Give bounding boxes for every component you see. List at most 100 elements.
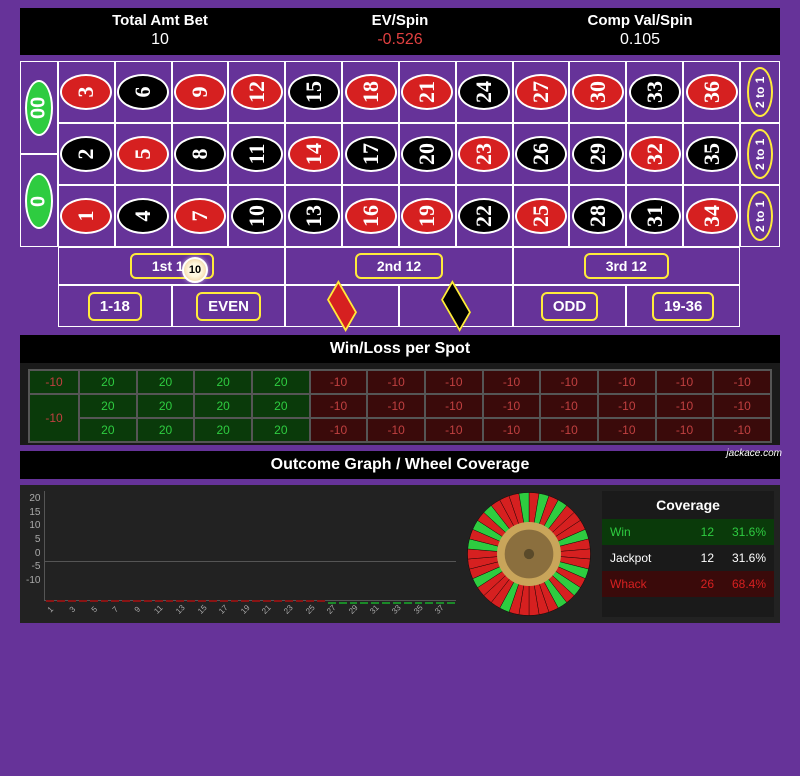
bet-number-11[interactable]: 11 bbox=[228, 123, 285, 185]
bet-number-35[interactable]: 35 bbox=[683, 123, 740, 185]
number-label: 10 bbox=[231, 198, 283, 234]
number-label: 26 bbox=[515, 136, 567, 172]
bet-number-26[interactable]: 26 bbox=[513, 123, 570, 185]
bet-label: ODD bbox=[541, 292, 598, 321]
coverage-table: Coverage Win1231.6%Jackpot1231.6%Whack26… bbox=[602, 491, 774, 617]
wl-cell: 20 bbox=[79, 418, 137, 442]
wl-cell: -10 bbox=[425, 418, 483, 442]
bet-number-4[interactable]: 4 bbox=[115, 185, 172, 247]
bet-number-1[interactable]: 1 bbox=[58, 185, 115, 247]
bet-number-9[interactable]: 9 bbox=[172, 61, 229, 123]
number-label: 21 bbox=[401, 74, 453, 110]
number-label: 13 bbox=[288, 198, 340, 234]
bet-number-20[interactable]: 20 bbox=[399, 123, 456, 185]
bet-dozen-2[interactable]: 2nd 12 bbox=[285, 247, 512, 285]
bet-red[interactable] bbox=[285, 285, 399, 327]
bet-odd[interactable]: ODD bbox=[513, 285, 627, 327]
bet-number-28[interactable]: 28 bbox=[569, 185, 626, 247]
wl-cell: 20 bbox=[137, 418, 195, 442]
stat-label: EV/Spin bbox=[280, 12, 520, 29]
bet-19-36[interactable]: 19-36 bbox=[626, 285, 740, 327]
y-tick: 10 bbox=[26, 520, 40, 531]
coverage-count: 12 bbox=[678, 525, 714, 539]
bet-zero-00[interactable]: 00 bbox=[20, 61, 58, 154]
number-label: 22 bbox=[458, 198, 510, 234]
bet-number-33[interactable]: 33 bbox=[626, 61, 683, 123]
bet-number-13[interactable]: 13 bbox=[285, 185, 342, 247]
wl-cell: -10 bbox=[598, 394, 656, 418]
bet-number-22[interactable]: 22 bbox=[456, 185, 513, 247]
bet-number-19[interactable]: 19 bbox=[399, 185, 456, 247]
bet-number-27[interactable]: 27 bbox=[513, 61, 570, 123]
stat-ev: EV/Spin -0.526 bbox=[280, 12, 520, 49]
wl-cell: 20 bbox=[252, 370, 310, 394]
stat-total-bet: Total Amt Bet 10 bbox=[40, 12, 280, 49]
bet-number-17[interactable]: 17 bbox=[342, 123, 399, 185]
zero-label: 0 bbox=[25, 173, 53, 229]
number-label: 27 bbox=[515, 74, 567, 110]
bet-number-14[interactable]: 14 bbox=[285, 123, 342, 185]
bet-number-5[interactable]: 5 bbox=[115, 123, 172, 185]
bet-number-12[interactable]: 12 bbox=[228, 61, 285, 123]
bet-number-16[interactable]: 16 bbox=[342, 185, 399, 247]
number-label: 29 bbox=[572, 136, 624, 172]
column-bets: 2 to 12 to 12 to 1 bbox=[740, 61, 780, 247]
number-label: 34 bbox=[686, 198, 738, 234]
bet-number-6[interactable]: 6 bbox=[115, 61, 172, 123]
number-label: 31 bbox=[629, 198, 681, 234]
wl-cell: 20 bbox=[194, 418, 252, 442]
coverage-row: Jackpot1231.6% bbox=[602, 545, 774, 571]
bet-number-7[interactable]: 7 bbox=[172, 185, 229, 247]
wl-cell: 20 bbox=[252, 418, 310, 442]
bet-column-3[interactable]: 2 to 1 bbox=[740, 185, 780, 247]
bet-dozen-3[interactable]: 3rd 12 bbox=[513, 247, 740, 285]
bet-number-2[interactable]: 2 bbox=[58, 123, 115, 185]
bet-zero-0[interactable]: 0 bbox=[20, 154, 58, 247]
coverage-pct: 31.6% bbox=[714, 551, 766, 565]
bet-number-3[interactable]: 3 bbox=[58, 61, 115, 123]
coverage-count: 26 bbox=[678, 577, 714, 591]
wl-cell: -10 bbox=[367, 370, 425, 394]
bet-number-8[interactable]: 8 bbox=[172, 123, 229, 185]
wl-cell: -10 bbox=[713, 370, 771, 394]
number-label: 36 bbox=[686, 74, 738, 110]
bet-column-1[interactable]: 2 to 1 bbox=[740, 61, 780, 123]
bet-number-24[interactable]: 24 bbox=[456, 61, 513, 123]
coverage-pct: 68.4% bbox=[714, 577, 766, 591]
zero-label: 00 bbox=[25, 80, 53, 136]
bet-black[interactable] bbox=[399, 285, 513, 327]
bet-even[interactable]: EVEN bbox=[172, 285, 286, 327]
bet-number-25[interactable]: 25 bbox=[513, 185, 570, 247]
wl-cell: -10 bbox=[598, 418, 656, 442]
wheel-coverage-chart bbox=[464, 491, 594, 617]
bet-number-23[interactable]: 23 bbox=[456, 123, 513, 185]
number-label: 20 bbox=[401, 136, 453, 172]
dozen-bets-row: 1st 122nd 123rd 12 bbox=[58, 247, 740, 285]
bet-number-10[interactable]: 10 bbox=[228, 185, 285, 247]
bet-1-18[interactable]: 1-18 bbox=[58, 285, 172, 327]
outcome-panel: 20151050-5-10 13579111315171921232527293… bbox=[20, 485, 780, 623]
bet-number-30[interactable]: 30 bbox=[569, 61, 626, 123]
number-label: 6 bbox=[117, 74, 169, 110]
number-label: 1 bbox=[60, 198, 112, 234]
bet-number-21[interactable]: 21 bbox=[399, 61, 456, 123]
number-label: 30 bbox=[572, 74, 624, 110]
number-label: 32 bbox=[629, 136, 681, 172]
bet-column-2[interactable]: 2 to 1 bbox=[740, 123, 780, 185]
bet-number-29[interactable]: 29 bbox=[569, 123, 626, 185]
bet-number-18[interactable]: 18 bbox=[342, 61, 399, 123]
bet-number-15[interactable]: 15 bbox=[285, 61, 342, 123]
wl-cell: 20 bbox=[194, 394, 252, 418]
wl-cell: -10 bbox=[425, 370, 483, 394]
number-label: 4 bbox=[117, 198, 169, 234]
wl-cell: 20 bbox=[137, 370, 195, 394]
bet-number-34[interactable]: 34 bbox=[683, 185, 740, 247]
wl-cell: -10 bbox=[310, 370, 368, 394]
bet-number-31[interactable]: 31 bbox=[626, 185, 683, 247]
bet-dozen-1[interactable]: 1st 12 bbox=[58, 247, 285, 285]
bet-number-36[interactable]: 36 bbox=[683, 61, 740, 123]
number-label: 15 bbox=[288, 74, 340, 110]
outcome-bar-chart: 20151050-5-10 13579111315171921232527293… bbox=[26, 491, 456, 617]
bet-number-32[interactable]: 32 bbox=[626, 123, 683, 185]
placed-bet-chip[interactable]: 10 bbox=[182, 257, 208, 283]
